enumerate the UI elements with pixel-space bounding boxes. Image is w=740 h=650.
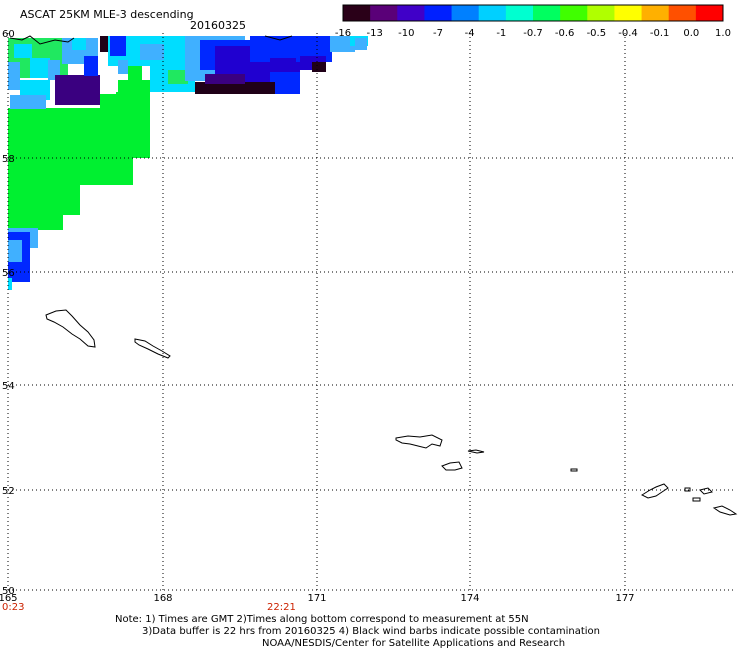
swath-cell (8, 210, 63, 230)
coastlines (9, 35, 738, 516)
swath-cell (100, 92, 130, 116)
lat-label: 50 (2, 586, 15, 597)
colorbar-segment (505, 5, 534, 21)
colorbar-segment (614, 5, 643, 21)
bering-island (45, 309, 96, 348)
colorbar-segment (695, 5, 724, 21)
colorbar-segment (424, 5, 453, 21)
colorbar-frame (342, 4, 724, 22)
swath-cell (355, 38, 367, 50)
swath-cell (118, 60, 128, 74)
note-line-1: Note: 1) Times are GMT 2)Times along bot… (115, 614, 529, 625)
amchitka-island (712, 505, 738, 516)
swath-cell (8, 262, 30, 282)
lon-label: 171 (307, 593, 326, 604)
swath-cell (168, 70, 188, 84)
coast-north-right (264, 35, 293, 41)
colorbar-labels: -16 -13 -10 -7 -4 -1 -0.7 -0.6 -0.5 -0.4 -0.1 0.0 1.… (335, 28, 731, 39)
semichi-islet (467, 449, 485, 454)
colorbar-label: -10 (398, 28, 414, 39)
swath-cell (312, 62, 326, 72)
colorbar-label: -7 (433, 28, 443, 39)
colorbar-segment (397, 5, 425, 21)
swath-cell (84, 56, 98, 76)
lat-label: 52 (2, 486, 15, 497)
swath-cell (72, 38, 86, 50)
swath-cell (205, 74, 245, 84)
map-date: 20160325 (190, 19, 246, 32)
colorbar-label: -0.5 (587, 28, 607, 39)
attu-island (395, 434, 443, 449)
end-time: 22:21 (267, 602, 296, 613)
swath-cell (8, 278, 12, 290)
swath-cell (330, 36, 355, 52)
swath-cell (100, 58, 116, 94)
swath-cell (30, 58, 50, 78)
medny-island (134, 338, 171, 359)
kiska-island (640, 483, 669, 499)
colorbar-segment (478, 5, 507, 21)
colorbar-label: -0.4 (618, 28, 638, 39)
note-line-3: NOAA/NESDIS/Center for Satellite Applica… (262, 638, 566, 649)
swath-cell (8, 150, 133, 185)
colorbar-label: 0.0 (683, 28, 699, 39)
little-kiska-islet (684, 487, 691, 492)
swath-cell (110, 36, 126, 56)
colorbar-segment (668, 5, 697, 21)
rat-island (692, 497, 701, 502)
longitude-labels: 165 168 171 174 177 (0, 593, 635, 604)
swath-cell (8, 180, 80, 215)
swath-cell (195, 82, 275, 94)
colorbar-segment (343, 5, 371, 21)
start-time: 0:23 (2, 602, 24, 613)
note-line-2: 3)Data buffer is 22 hrs from 20160325 4)… (142, 626, 600, 637)
lon-label: 177 (615, 593, 634, 604)
lat-label: 60 (2, 29, 15, 40)
colorbar-label: -0.1 (650, 28, 670, 39)
colorbar-segment (587, 5, 615, 21)
lat-label: 54 (2, 381, 15, 392)
lon-label: 165 (0, 593, 18, 604)
lon-label: 168 (153, 593, 172, 604)
swath-cell (100, 36, 108, 52)
lat-lon-grid (7, 33, 734, 591)
buldir-islet (570, 468, 578, 472)
agattu-island (441, 461, 463, 471)
swath-cell (8, 62, 20, 90)
colorbar-segment (533, 5, 561, 21)
latitude-labels: 60 58 56 54 52 50 (2, 29, 15, 597)
colorbar-segment (560, 5, 588, 21)
colorbar-segment (641, 5, 670, 21)
map-title: ASCAT 25KM MLE-3 descending (20, 8, 194, 21)
swath-cell (10, 95, 46, 109)
swath-cell (240, 62, 270, 84)
colorbar-segment (451, 5, 480, 21)
swath-cell (14, 44, 32, 58)
colorbar-label: -16 (335, 28, 351, 39)
colorbar-label: -0.7 (523, 28, 543, 39)
colorbar-label: -0.6 (555, 28, 575, 39)
colorbar-label: 1.0 (715, 28, 731, 39)
swath-cell (55, 75, 100, 105)
kamchatka-coast (9, 35, 75, 45)
swath-cell (270, 58, 300, 72)
colorbar-label: -1 (496, 28, 506, 39)
lat-label: 56 (2, 268, 15, 279)
wind-swath (8, 36, 368, 290)
colorbar-segment (370, 5, 398, 21)
colorbar (342, 4, 724, 22)
colorbar-label: -13 (366, 28, 382, 39)
swath-cell (140, 44, 164, 60)
lon-label: 174 (460, 593, 479, 604)
lat-label: 58 (2, 154, 15, 165)
segula-islet (699, 487, 713, 495)
